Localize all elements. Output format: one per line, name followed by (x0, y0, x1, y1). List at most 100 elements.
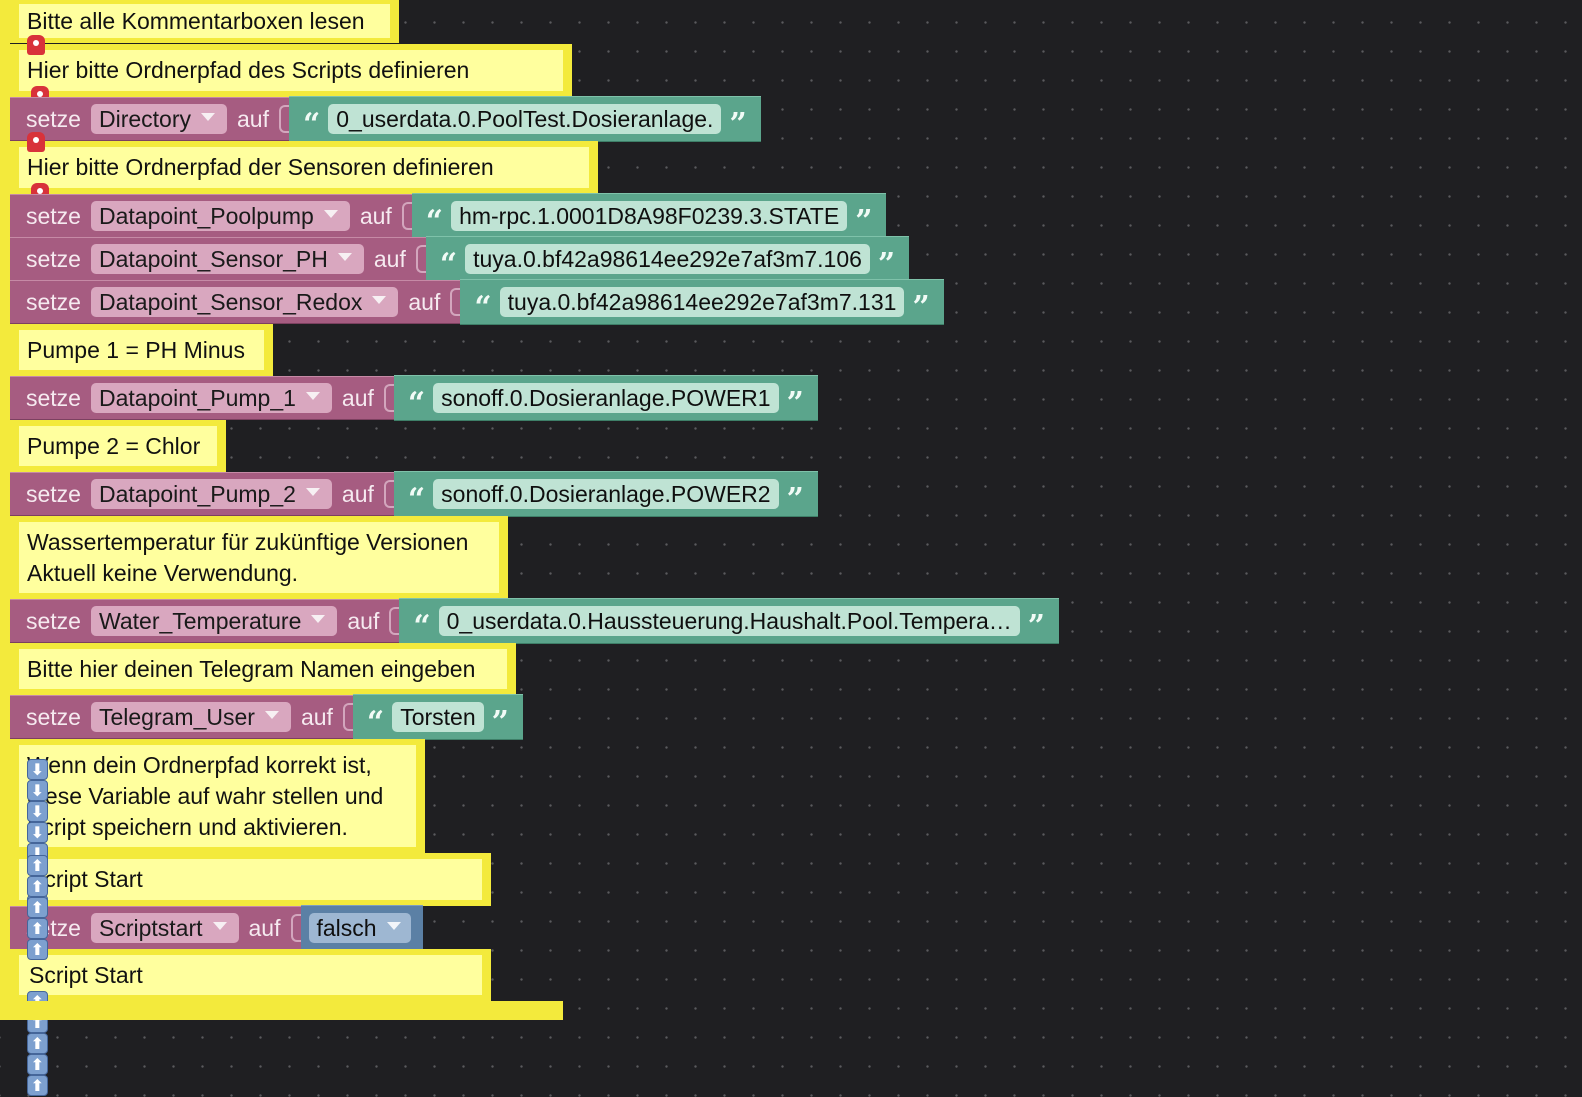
set-block-telegram-user[interactable]: setze Telegram_User auf “Torsten” (10, 694, 523, 740)
text-value[interactable]: hm-rpc.1.0001D8A98F0239.3.STATE (451, 201, 848, 231)
down-arrow-icon: ⬇ (27, 759, 48, 780)
up-arrow-icon: ⬆ (27, 1032, 48, 1054)
next-comment-block-edge[interactable] (10, 1001, 563, 1020)
variable-dropdown[interactable]: Scriptstart (90, 913, 239, 943)
comment-block-sensor-path[interactable]: Hier bitte Ordnerpfad der Sensoren defin… (10, 132, 598, 203)
variable-dropdown[interactable]: Directory (90, 104, 227, 134)
comment-text: Hier bitte Ordnerpfad der Sensoren defin… (27, 154, 494, 180)
open-quote-icon: “ (413, 609, 431, 644)
down-arrow-icon: ⬇ (27, 780, 48, 801)
variable-dropdown[interactable]: Telegram_User (90, 702, 291, 732)
comment-block-script-path[interactable]: Hier bitte Ordnerpfad des Scripts defini… (10, 35, 572, 106)
up-arrow-icon: ⬆ (27, 1053, 48, 1075)
text-value[interactable]: sonoff.0.Dosieranlage.POWER1 (433, 383, 779, 413)
comment-text-line-3: Script speichern und aktivieren. (27, 813, 348, 840)
close-quote-icon: ” (912, 290, 930, 325)
text-value[interactable]: tuya.0.bf42a98614ee292e7af3m7.131 (499, 287, 905, 317)
to-keyword: auf (373, 245, 406, 272)
open-quote-icon: “ (407, 386, 426, 421)
text-block[interactable]: “sonoff.0.Dosieranlage.POWER2” (393, 471, 818, 517)
text-value[interactable]: Torsten (392, 702, 484, 732)
siren-icon (27, 35, 45, 55)
up-arrow-icon: ⬆ (27, 854, 48, 876)
input-connector (450, 288, 461, 316)
set-block-sensor-redox[interactable]: setze Datapoint_Sensor_Redox auf “tuya.0… (10, 279, 944, 325)
set-keyword: setze (26, 607, 81, 634)
comment-text: Pumpe 1 = PH Minus (27, 336, 245, 363)
comment-block-telegram-name[interactable]: Bitte hier deinen Telegram Namen eingebe… (10, 643, 516, 695)
set-keyword: setze (26, 105, 81, 132)
text-block[interactable]: “tuya.0.bf42a98614ee292e7af3m7.106” (425, 236, 910, 282)
comment-text-line-2: diese Variable auf wahr stellen und (27, 782, 384, 809)
up-arrow-icon: ⬆ (27, 1074, 48, 1096)
to-keyword: auf (408, 288, 441, 315)
text-block[interactable]: “hm-rpc.1.0001D8A98F0239.3.STATE” (411, 193, 887, 239)
open-quote-icon: “ (425, 204, 444, 239)
set-block-pump-2[interactable]: setze Datapoint_Pump_2 auf “sonoff.0.Dos… (10, 471, 818, 517)
input-connector (342, 703, 353, 731)
comment-block-script-start-bottom[interactable]: ⬆⬆⬆⬆⬆ Script Start ⬆⬆⬆⬆⬆ (10, 854, 491, 1096)
set-block-water-temperature[interactable]: setze Water_Temperature auf “0_userdata.… (10, 598, 1060, 644)
comment-text: Script Start (29, 961, 143, 988)
up-arrow-icon: ⬆ (27, 938, 48, 960)
input-connector (401, 202, 412, 230)
variable-dropdown[interactable]: Datapoint_Sensor_PH (90, 244, 364, 274)
text-block[interactable]: “sonoff.0.Dosieranlage.POWER1” (393, 375, 818, 421)
set-keyword: setze (26, 703, 81, 730)
text-block[interactable]: “0_userdata.0.PoolTest.Dosieranlage.” (288, 96, 761, 142)
to-keyword: auf (347, 607, 380, 634)
comment-stack-edge (0, 0, 10, 1020)
comment-block-pump-1[interactable]: Pumpe 1 = PH Minus (10, 324, 273, 376)
input-connector (383, 384, 394, 412)
input-connector (389, 607, 400, 635)
set-block-directory[interactable]: setze Directory auf “0_userdata.0.PoolTe… (10, 96, 761, 142)
set-block-poolpump[interactable]: setze Datapoint_Poolpump auf “hm-rpc.1.0… (10, 193, 887, 239)
up-arrow-icon: ⬆ (27, 917, 48, 939)
open-quote-icon: “ (366, 705, 385, 740)
boolean-block[interactable]: falsch (300, 905, 423, 951)
to-keyword: auf (341, 384, 374, 411)
comment-text-line-1: Wassertemperatur für zukünftige Versione… (27, 528, 469, 555)
comment-block-pump-2[interactable]: Pumpe 2 = Chlor (10, 420, 226, 472)
input-connector (278, 105, 289, 133)
variable-dropdown[interactable]: Datapoint_Poolpump (90, 201, 350, 231)
set-block-pump-1[interactable]: setze Datapoint_Pump_1 auf “sonoff.0.Dos… (10, 375, 818, 421)
text-value[interactable]: 0_userdata.0.Haussteuerung.Haushalt.Pool… (438, 606, 1020, 636)
open-quote-icon: “ (474, 290, 492, 325)
close-quote-icon: ” (491, 705, 509, 740)
set-block-sensor-ph[interactable]: setze Datapoint_Sensor_PH auf “tuya.0.bf… (10, 236, 910, 282)
text-value[interactable]: tuya.0.bf42a98614ee292e7af3m7.106 (465, 244, 870, 274)
variable-dropdown[interactable]: Datapoint_Sensor_Redox (90, 287, 399, 317)
comment-text: Bitte alle Kommentarboxen lesen (27, 7, 365, 34)
variable-dropdown[interactable]: Water_Temperature (90, 606, 338, 636)
comment-text-line-1: Wenn dein Ordnerpfad korrekt ist, (27, 751, 372, 778)
siren-icon (27, 132, 45, 152)
boolean-dropdown[interactable]: falsch (308, 913, 411, 943)
comment-block-read-all[interactable]: Bitte alle Kommentarboxen lesen (10, 0, 399, 43)
text-block[interactable]: “tuya.0.bf42a98614ee292e7af3m7.131” (460, 279, 944, 325)
open-quote-icon: “ (407, 482, 426, 517)
variable-dropdown[interactable]: Datapoint_Pump_1 (90, 383, 332, 413)
variable-dropdown[interactable]: Datapoint_Pump_2 (90, 479, 332, 509)
set-keyword: setze (26, 202, 81, 229)
text-block[interactable]: “0_userdata.0.Haussteuerung.Haushalt.Poo… (399, 598, 1060, 644)
open-quote-icon: “ (302, 107, 321, 142)
input-connector (415, 245, 426, 273)
to-keyword: auf (300, 703, 333, 730)
set-keyword: setze (26, 384, 81, 411)
input-connector (290, 914, 301, 942)
comment-text-line-2: Aktuell keine Verwendung. (27, 559, 299, 586)
to-keyword: auf (248, 914, 281, 941)
set-keyword: setze (26, 288, 81, 315)
to-keyword: auf (237, 105, 269, 132)
set-block-scriptstart[interactable]: setze Scriptstart auf falsch (10, 905, 423, 951)
set-keyword: setze (26, 245, 81, 272)
down-arrow-icon: ⬇ (27, 801, 48, 822)
comment-block-activate-instructions[interactable]: Wenn dein Ordnerpfad korrekt ist, diese … (10, 739, 425, 853)
close-quote-icon: ” (877, 247, 896, 282)
comment-text: Pumpe 2 = Chlor (27, 432, 201, 459)
text-value[interactable]: sonoff.0.Dosieranlage.POWER2 (433, 479, 779, 509)
comment-block-water-temperature[interactable]: Wassertemperatur für zukünftige Versione… (10, 516, 508, 599)
text-value[interactable]: 0_userdata.0.PoolTest.Dosieranlage. (328, 104, 722, 134)
text-block[interactable]: “Torsten” (352, 694, 523, 740)
